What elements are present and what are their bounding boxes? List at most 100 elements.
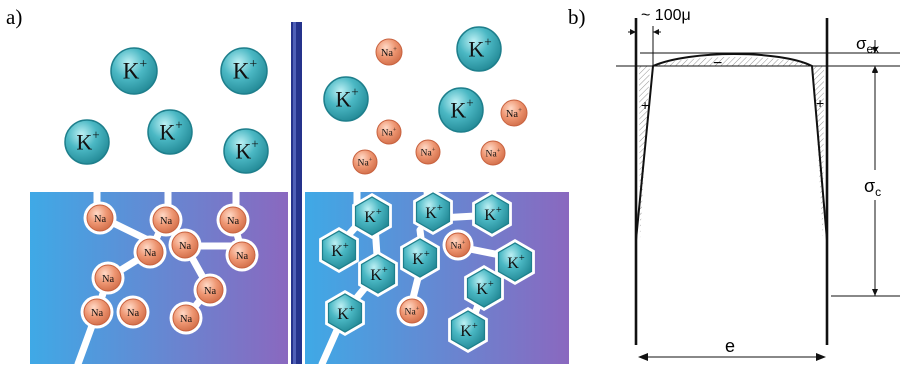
compression-sign: − [713,55,722,72]
k-ion-hexagon: K+ [319,227,359,273]
ion-label: Na [102,274,115,285]
ion-label: K+ [484,205,502,224]
panel-a-label: a) [6,5,22,29]
panel-b-label: b) [568,5,586,29]
sigma-c-arrowhead-top [872,66,878,73]
panel-a: a) [6,5,569,368]
sigma-c-label-bg [862,170,890,200]
na-ion-charged: Na+ [415,139,441,165]
ion-label: Na+ [381,45,397,59]
na-ions-solution: Na+ Na+ Na+ Na+ Na+ Na+ [352,38,528,175]
k-ion: K+ [456,26,502,72]
ion-label: Na+ [405,305,420,317]
ion-label: K+ [337,304,355,323]
sigma-ex-label: σex [856,34,879,56]
ion-label: K+ [370,265,388,284]
na-ion: Na [193,273,227,307]
k-ion: K+ [438,87,484,133]
sigma-c-arrowhead-bottom [872,289,878,296]
ion-label: Na+ [382,126,397,138]
na-ion: Na [168,228,202,262]
ion-label: Na [91,308,104,319]
ion-label: K+ [425,203,443,222]
separator-bar [291,22,302,364]
na-ion-charged: Na+ [442,229,474,261]
ion-label: Na+ [486,147,501,159]
k-ion-hexagon: K+ [448,307,488,353]
width-label: e [725,336,735,356]
na-ion: Na [216,203,250,237]
k-ion-hexagon: K+ [413,189,453,235]
na-ions-glass: Na Na Na Na Na Na Na Na Na Na Na [80,201,259,335]
thickness-arrowhead-left [630,29,636,35]
k-ions-glass: K+ K+ K+ K+ K+ K+ K+ K+ K+ K+ [319,189,535,353]
ion-label: Na [180,314,193,325]
ion-label: Na [144,248,157,259]
k-ion: K+ [223,128,269,174]
k-ion: K+ [220,47,268,95]
ion-label: K+ [450,95,473,122]
width-arrowhead-left [638,353,648,361]
sigma-ex-arrowhead-top [872,47,878,53]
na-ion: Na [116,295,150,329]
ion-label: Na+ [358,156,373,168]
na-ion-charged: Na+ [375,38,403,66]
ion-label: K+ [233,56,258,83]
ion-label: K+ [335,84,358,111]
ion-label: Na [160,216,173,227]
ion-label: Na+ [506,106,522,120]
ion-label: K+ [76,127,99,154]
ion-label: K+ [507,253,525,272]
ion-label: K+ [412,249,430,268]
na-ion-charged: Na+ [352,149,378,175]
k-ion: K+ [64,119,110,165]
ion-label: Na [204,286,217,297]
compressive-stress-region [653,57,815,66]
tension-sign-right: + [816,95,824,111]
ion-label: Na [127,308,140,319]
k-ion-hexagon: K+ [352,193,392,239]
k-ions-solution-left: K+ K+ K+ K+ K+ [64,47,269,174]
ion-label: Na [179,241,192,252]
na-ion: Na [225,238,259,272]
ion-label: K+ [123,56,148,83]
ion-label: Na+ [451,239,466,251]
na-ion: Na [169,301,203,335]
tension-sign-left: + [641,97,649,113]
na-ion-charged: Na+ [480,140,506,166]
na-ions-glass-residual: Na+ Na+ [396,229,474,327]
na-ion: Na [83,201,117,235]
ion-label: K+ [468,34,491,61]
ion-label: K+ [235,136,258,163]
k-ion: K+ [323,76,369,122]
k-ion-hexagon: K+ [325,290,365,336]
sigma-c-label: σc [864,176,881,199]
na-ion-charged: Na+ [500,99,528,127]
width-arrowhead-right [816,353,826,361]
ion-label: Na+ [421,146,436,158]
ion-label: Na [227,216,240,227]
k-ion: K+ [110,47,158,95]
ion-label: Na [94,214,107,225]
thickness-arrowhead-right [653,29,659,35]
stress-profile-curve [635,53,828,241]
ion-label: K+ [476,279,494,298]
k-ion-hexagon: K+ [358,251,398,297]
na-ion-charged: Na+ [396,295,428,327]
ion-label: Na [236,251,249,262]
na-ion-charged: Na+ [376,119,402,145]
layer-thickness-label: ~ 100μ [641,7,691,24]
k-ion: K+ [147,109,193,155]
na-ion: Na [91,261,125,295]
na-ion: Na [133,235,167,269]
ion-label: K+ [159,117,182,144]
k-ion-hexagon: K+ [400,235,440,281]
k-ion-hexagon: K+ [464,265,504,311]
ion-label: K+ [460,321,478,340]
na-ion: Na [80,295,114,329]
separator-highlight [293,22,296,364]
ion-label: K+ [331,241,349,260]
k-ion-hexagon: K+ [495,239,535,285]
ion-label: K+ [364,207,382,226]
